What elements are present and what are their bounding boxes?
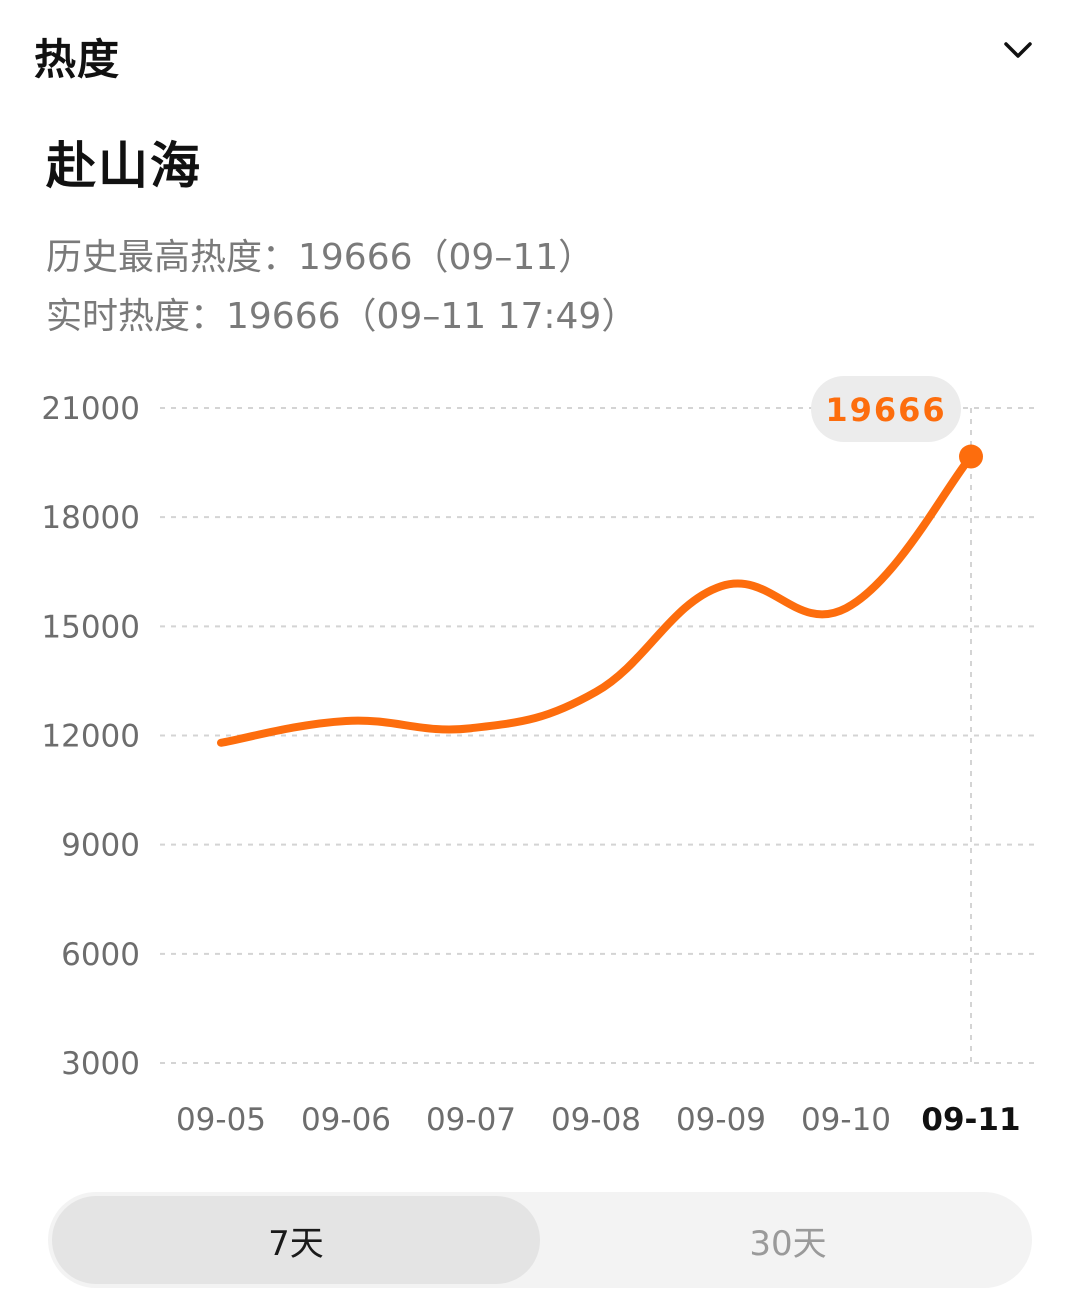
y-tick-label: 15000 <box>41 609 140 645</box>
y-tick-label: 3000 <box>61 1046 140 1082</box>
x-tick-label: 09-11 <box>921 1102 1020 1138</box>
heat-line-chart: 21000 18000 15000 12000 9000 6000 3000 09-05 09-… <box>41 376 1034 1138</box>
header: 热度 <box>34 22 1046 84</box>
chevron-down-icon[interactable] <box>1000 32 1036 68</box>
tab-30-days[interactable]: 30天 <box>749 1223 827 1264</box>
series-line <box>217 452 975 747</box>
y-tick-label: 12000 <box>41 719 140 755</box>
x-tick-label: 09-05 <box>176 1102 266 1138</box>
x-tick-label: 09-09 <box>676 1102 766 1138</box>
tooltip-value: 19666 <box>825 391 946 429</box>
y-tick-label: 6000 <box>61 937 140 973</box>
y-tick-label: 21000 <box>41 391 140 427</box>
x-tick-label: 09-06 <box>301 1102 391 1138</box>
y-tick-label: 18000 <box>41 500 140 536</box>
x-tick-label: 09-10 <box>801 1102 891 1138</box>
highlight-point <box>959 444 983 469</box>
history-high-stat: 历史最高热度：19666（09–11） <box>46 237 595 278</box>
tooltip-bubble <box>811 376 961 442</box>
tab-7-days[interactable]: 7天 <box>52 1196 540 1284</box>
topic-title: 赴山海 <box>46 137 202 195</box>
x-tick-label: 09-07 <box>426 1102 516 1138</box>
realtime-stat: 实时热度：19666（09–11 17:49） <box>46 296 638 337</box>
x-tick-label: 09-08 <box>551 1102 641 1138</box>
range-selector: 7天 30天 <box>48 1192 1032 1288</box>
section-title: 热度 <box>34 35 121 84</box>
y-tick-label: 9000 <box>61 828 140 864</box>
